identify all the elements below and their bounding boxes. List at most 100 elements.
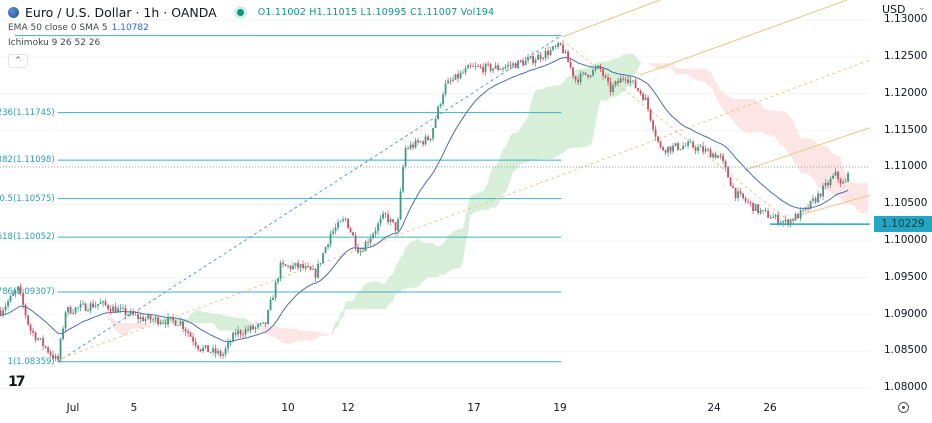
- candle-body: [512, 63, 514, 66]
- candle-body: [692, 141, 694, 148]
- ichimoku-cloud-segment: [478, 191, 481, 212]
- ichimoku-cloud-segment: [570, 72, 574, 148]
- price-chart[interactable]: [0, 0, 870, 423]
- candle-body: [89, 303, 92, 311]
- ichimoku-cloud-segment: [838, 156, 841, 199]
- candle-body: [117, 308, 119, 313]
- ichimoku-cloud-segment: [560, 81, 564, 154]
- candle-body: [582, 72, 584, 74]
- candle-body: [809, 200, 812, 210]
- ichimoku-cloud-segment: [738, 98, 741, 129]
- ichimoku-cloud-segment: [223, 315, 226, 331]
- ichimoku-cloud-segment: [228, 316, 231, 331]
- ichimoku-cloud-segment: [710, 71, 714, 91]
- candle-body: [577, 79, 579, 83]
- ichimoku-cloud-segment: [398, 257, 401, 294]
- candle-body: [709, 149, 712, 158]
- ichimoku-cloud-segment: [830, 151, 834, 196]
- price-axis[interactable]: USD ⌄ 1.13000 1.12500 1.12000 1.11500 1.1100…: [870, 0, 932, 423]
- candle-body: [774, 214, 777, 217]
- candle-body: [474, 66, 477, 68]
- ichimoku-cloud-segment: [128, 323, 131, 334]
- candle-body: [119, 307, 122, 309]
- channel-line: [639, 0, 848, 76]
- ichimoku-cloud-segment: [655, 63, 659, 70]
- currency-selector[interactable]: USD: [882, 3, 906, 16]
- ichimoku-cloud-segment: [508, 135, 511, 187]
- candle-body: [289, 265, 292, 269]
- ichimoku-cloud-segment: [405, 244, 409, 289]
- candle-body: [329, 233, 332, 245]
- ichimoku-cloud-segment: [450, 230, 454, 271]
- ichimoku-cloud-segment: [770, 110, 774, 137]
- candle-body: [267, 310, 269, 325]
- ichimoku-cloud-segment: [820, 144, 824, 190]
- ichimoku-cloud-segment: [605, 61, 609, 101]
- ichimoku-cloud-segment: [328, 334, 331, 336]
- candle-body: [549, 49, 552, 56]
- ichimoku-cloud-segment: [565, 76, 569, 151]
- candle-body: [524, 60, 527, 66]
- ichimoku-cloud-segment: [325, 333, 329, 336]
- fib-level-label: 0.786(1.09307): [0, 287, 55, 297]
- candle-body: [282, 262, 284, 265]
- candle-body: [157, 317, 159, 325]
- candle-body: [477, 66, 479, 68]
- candle-body: [184, 329, 187, 332]
- candle-body: [52, 354, 54, 359]
- ichimoku-cloud-segment: [358, 290, 361, 310]
- candle-body: [539, 54, 542, 59]
- candle-body: [829, 178, 832, 186]
- candle-body: [349, 228, 352, 233]
- symbol-title[interactable]: Euro / U.S. Dollar · 1h · OANDA: [25, 4, 217, 20]
- gear-icon[interactable]: [898, 402, 909, 413]
- ichimoku-cloud-segment: [213, 313, 216, 326]
- candle-body: [9, 295, 12, 302]
- ichimoku-cloud-segment: [468, 195, 471, 233]
- ichimoku-cloud-segment: [303, 330, 306, 341]
- ichimoku-cloud-segment: [578, 69, 581, 148]
- ichimoku-cloud-segment: [383, 282, 386, 310]
- candle-body: [299, 264, 302, 268]
- ichimoku-cloud-segment: [760, 103, 764, 132]
- candle-body: [459, 72, 462, 79]
- chevron-up-icon[interactable]: ⌃: [8, 54, 28, 68]
- price-tick: 1.08000: [884, 381, 928, 394]
- candle-body: [769, 217, 772, 219]
- candle-body: [747, 201, 749, 203]
- ichimoku-cloud-segment: [245, 318, 249, 331]
- candle-body: [222, 354, 224, 356]
- candle-body: [622, 78, 624, 80]
- ichimoku-cloud-segment: [638, 60, 641, 69]
- price-tick: 1.11000: [884, 160, 928, 173]
- candle-body: [429, 138, 432, 141]
- ichimoku-cloud-segment: [745, 98, 749, 133]
- indicator-ichimoku[interactable]: Ichimoku 9 26 52 26: [8, 38, 494, 50]
- candle-body: [662, 147, 664, 151]
- ichimoku-cloud-segment: [773, 110, 776, 138]
- candle-body: [732, 186, 734, 188]
- candle-body: [317, 263, 319, 278]
- ichimoku-cloud-segment: [853, 182, 856, 208]
- candle-body: [517, 60, 519, 69]
- ichimoku-cloud-segment: [350, 300, 354, 310]
- candle-body: [237, 330, 239, 335]
- candle-body: [602, 69, 604, 76]
- ichimoku-cloud-segment: [640, 62, 644, 64]
- candle-body: [417, 140, 419, 143]
- ichimoku-cloud-segment: [825, 146, 829, 192]
- candle-body: [344, 218, 347, 220]
- indicator-ema[interactable]: EMA 50 close 0 SMA 5 1.10782: [8, 23, 494, 35]
- candle-body: [49, 352, 52, 355]
- candle-body: [597, 65, 599, 69]
- ichimoku-cloud-segment: [800, 137, 804, 174]
- ichimoku-cloud-segment: [725, 95, 729, 115]
- candle-body: [657, 136, 659, 142]
- candle-body: [629, 80, 632, 83]
- chevron-down-icon[interactable]: ⌄: [918, 3, 926, 13]
- candle-body: [172, 317, 174, 321]
- market-open-icon: [236, 8, 244, 16]
- candle-body: [102, 301, 104, 303]
- candle-body: [737, 191, 739, 198]
- candle-body: [409, 144, 412, 149]
